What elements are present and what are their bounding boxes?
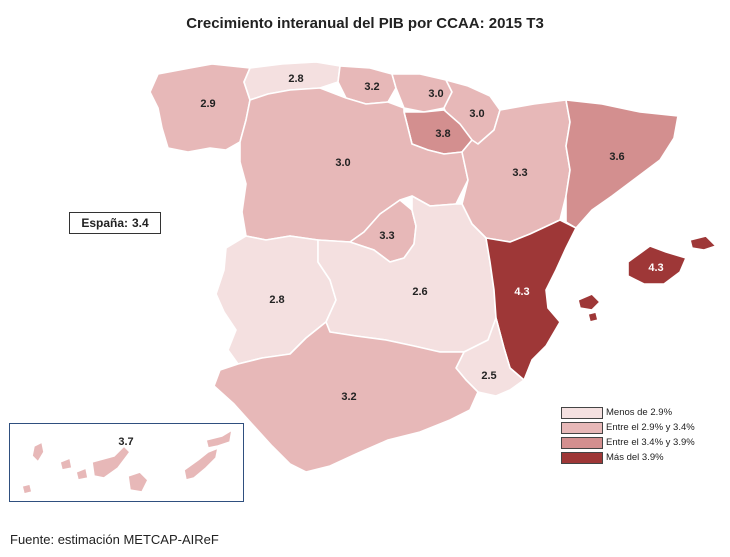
region-andalucia[interactable] — [213, 321, 479, 473]
value-label-asturias: 2.8 — [288, 73, 303, 85]
legend-item: Entre el 3.4% y 3.9% — [561, 435, 695, 450]
value-label-madrid: 3.3 — [379, 230, 394, 242]
region-galicia[interactable] — [149, 63, 251, 153]
value-label-islas-baleares: 4.3 — [648, 262, 663, 274]
value-label-andalucia: 3.2 — [341, 391, 356, 403]
region-comunidad-valenciana[interactable] — [485, 219, 577, 381]
legend-swatch — [561, 436, 603, 449]
value-label-navarra: 3.0 — [469, 108, 484, 120]
value-label-castilla-la-mancha: 2.6 — [412, 286, 427, 298]
region-cataluna[interactable] — [565, 99, 679, 229]
map-title: Crecimiento interanual del PIB por CCAA:… — [186, 15, 544, 32]
region-canarias[interactable] — [21, 429, 233, 495]
canarias-inset-frame — [9, 423, 244, 502]
legend-label: Más del 3.9% — [606, 452, 664, 463]
legend-swatch — [561, 421, 603, 434]
national-growth-label: España: — [81, 216, 128, 230]
region-islas-baleares[interactable] — [577, 235, 717, 323]
value-label-pais-vasco: 3.0 — [428, 88, 443, 100]
legend-item: Menos de 2.9% — [561, 405, 695, 420]
legend-item: Más del 3.9% — [561, 450, 695, 465]
map-legend: Menos de 2.9% Entre el 2.9% y 3.4% Entre… — [561, 405, 695, 465]
value-label-castilla-y-leon: 3.0 — [335, 157, 350, 169]
legend-label: Menos de 2.9% — [606, 407, 673, 418]
value-label-murcia: 2.5 — [481, 370, 496, 382]
value-label-cataluna: 3.6 — [609, 151, 624, 163]
legend-label: Entre el 3.4% y 3.9% — [606, 437, 695, 448]
value-label-galicia: 2.9 — [200, 98, 215, 110]
value-label-la-rioja: 3.8 — [435, 128, 450, 140]
legend-swatch — [561, 451, 603, 464]
value-label-comunidad-valenciana: 4.3 — [514, 286, 529, 298]
value-label-extremadura: 2.8 — [269, 294, 284, 306]
national-growth-box: España: 3.4 — [69, 212, 161, 234]
national-growth-value: 3.4 — [132, 216, 149, 230]
legend-label: Entre el 2.9% y 3.4% — [606, 422, 695, 433]
legend-item: Entre el 2.9% y 3.4% — [561, 420, 695, 435]
source-note: Fuente: estimación METCAP-AIReF — [10, 532, 219, 547]
value-label-canarias: 3.7 — [118, 436, 133, 448]
legend-swatch — [561, 406, 603, 419]
value-label-cantabria: 3.2 — [364, 81, 379, 93]
value-label-aragon: 3.3 — [512, 167, 527, 179]
